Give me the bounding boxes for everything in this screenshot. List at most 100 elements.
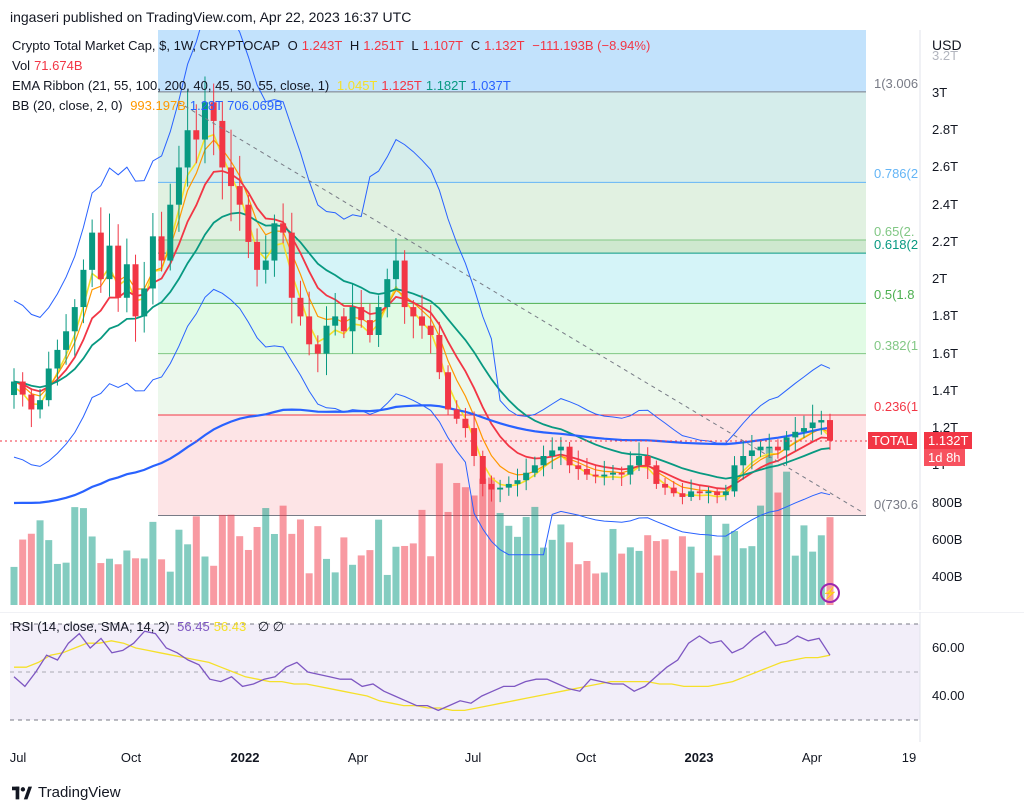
close-label: C	[470, 38, 481, 53]
candle-body	[575, 465, 582, 470]
volume-bar	[323, 558, 331, 605]
candle-body	[366, 320, 373, 335]
volume-bar	[791, 555, 799, 605]
price-chart[interactable]	[0, 30, 1024, 610]
volume-bar	[175, 529, 183, 605]
volume-bar	[453, 482, 461, 605]
candle-body	[792, 431, 799, 438]
volume-bar	[401, 545, 409, 605]
candle-body	[827, 420, 833, 441]
ema-values: 1.045T 1.125T 1.182T 1.037T	[337, 78, 515, 93]
candle-body	[436, 335, 443, 373]
candle-body	[679, 493, 686, 497]
candle-body	[80, 269, 87, 308]
candle-body	[37, 400, 44, 410]
candle-body	[158, 236, 165, 261]
symbol-name: Crypto Total Market Cap, $, 1W, CRYPTOCA…	[12, 38, 281, 53]
volume-bar	[357, 555, 365, 605]
fib-label: 0.786(2	[874, 166, 919, 182]
bb-upper-line	[13, 30, 831, 444]
price-tick: 2.6T	[932, 159, 959, 175]
volume-bar	[800, 525, 808, 605]
volume-bar	[696, 572, 704, 605]
symbol-legend: Crypto Total Market Cap, $, 1W, CRYPTOCA…	[12, 38, 654, 53]
candle-body	[592, 474, 599, 477]
fib-zone	[158, 91, 866, 183]
volume-bar	[704, 515, 712, 605]
volume-bar	[192, 516, 200, 605]
candle-body	[722, 491, 729, 496]
volume-bar	[817, 535, 825, 605]
volume-bar	[531, 506, 539, 605]
bb-value-0: 993.197B	[130, 98, 186, 113]
price-tick: 2T	[932, 271, 948, 287]
volume-legend: Vol 71.674B	[12, 58, 87, 73]
volume-bar	[574, 564, 582, 605]
volume-bar	[540, 547, 548, 605]
tradingview-logo-icon	[12, 786, 32, 799]
candle-body	[280, 223, 287, 233]
volume-bar	[809, 551, 817, 605]
volume-bar	[114, 564, 122, 605]
currency-label[interactable]: USD	[932, 37, 962, 53]
candle-body	[210, 102, 217, 121]
candle-body	[705, 491, 712, 494]
fib-zone	[158, 240, 866, 254]
candle-body	[141, 288, 148, 317]
price-tick: 3.2T	[932, 47, 959, 63]
ema-value-2: 1.182T	[425, 78, 467, 93]
volume-bar	[427, 556, 435, 605]
time-tick: Oct	[120, 750, 142, 765]
candle-body	[228, 167, 235, 187]
candle-body	[297, 297, 304, 317]
rsi-chart[interactable]	[0, 612, 1024, 742]
volume-bar	[340, 537, 348, 605]
candle-body	[766, 446, 773, 449]
price-tick: 1.6T	[932, 345, 959, 361]
candle-body	[419, 316, 425, 326]
volume-bar	[661, 539, 669, 605]
lightning-icon[interactable]: ⚡	[820, 583, 840, 603]
candle-body	[71, 307, 78, 332]
volume-bar	[244, 549, 252, 605]
open-value: 1.243T	[301, 38, 343, 53]
candle-body	[427, 325, 434, 335]
candlesticks	[11, 76, 833, 505]
trend-line[interactable]	[177, 101, 863, 513]
volume-bar	[522, 516, 530, 605]
volume-bar	[71, 507, 79, 605]
time-axis[interactable]: Jul Oct 2022 Apr Jul Oct 2023 Apr 19	[0, 745, 1024, 773]
change-value: −111.193B (−8.94%)	[532, 38, 651, 53]
price-tick: 2.2T	[932, 233, 959, 249]
candle-body	[97, 232, 104, 280]
bb-lower-line	[13, 288, 831, 556]
candle-body	[774, 446, 781, 451]
volume-bar	[479, 478, 487, 605]
volume-bar	[279, 505, 287, 605]
fib-zone	[158, 182, 866, 241]
publisher-line: ingaseri published on TradingView.com, A…	[10, 9, 412, 25]
candle-body	[375, 307, 382, 335]
candle-body	[505, 483, 512, 488]
fib-label: 0(730.6	[874, 497, 919, 513]
candle-body	[714, 491, 721, 496]
volume-bar	[409, 543, 417, 605]
price-tick: 800B	[932, 494, 963, 510]
volume-bar	[166, 571, 174, 605]
rsi-tick-60: 60.00	[932, 640, 965, 655]
volume-bar	[635, 550, 643, 605]
volume-bar	[513, 536, 521, 605]
candle-body	[818, 420, 825, 423]
volume-bar	[10, 566, 18, 605]
volume-bar	[158, 559, 166, 605]
fib-label: 0.618(2	[874, 237, 919, 253]
volume-bar	[314, 526, 322, 605]
volume-bar	[366, 550, 374, 605]
volume-bar	[435, 463, 443, 605]
volume-bar	[45, 540, 53, 605]
candle-body	[401, 260, 408, 308]
volume-bar	[201, 556, 209, 605]
fib-zone	[158, 253, 866, 304]
fibonacci-retracement[interactable]	[158, 30, 866, 516]
candle-body	[748, 450, 755, 456]
